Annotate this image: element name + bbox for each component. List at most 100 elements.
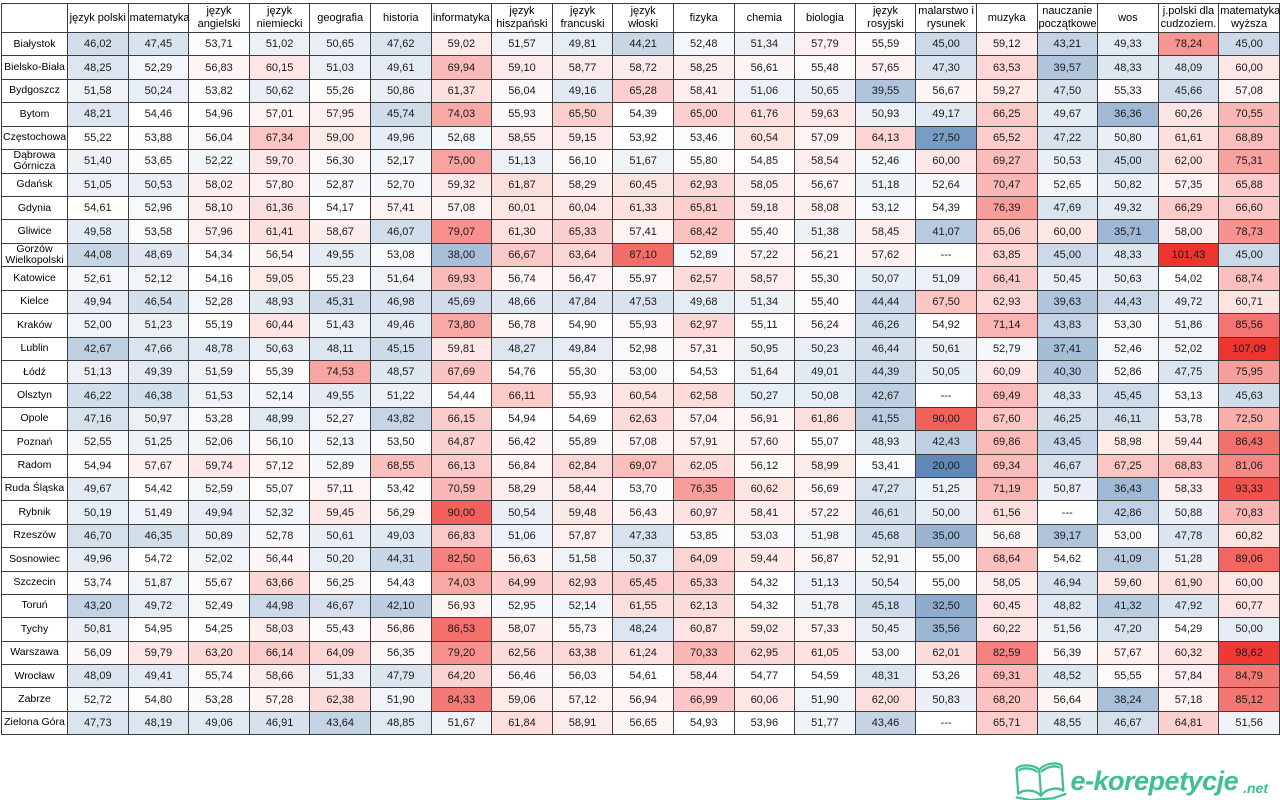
- score-cell: 79,07: [430, 219, 493, 244]
- table-row: Rybnik 50,19 51,49 49,94 52,32 59,45 56,29 90,0…: [1, 500, 1280, 525]
- score-cell: 60,00: [915, 148, 977, 174]
- score-cell: 58,77: [551, 55, 614, 80]
- score-cell: 52,17: [369, 148, 432, 174]
- score-cell: 45,18: [854, 593, 917, 619]
- score-cell: 82,59: [975, 640, 1038, 666]
- score-cell: 49,81: [551, 31, 614, 57]
- score-cell: 68,83: [1157, 453, 1220, 478]
- score-cell: 50,53: [127, 172, 190, 198]
- score-cell: 48,69: [127, 242, 190, 268]
- score-cell: 50,61: [915, 336, 977, 362]
- score-cell: 56,29: [369, 500, 432, 525]
- score-cell: 60,45: [975, 593, 1038, 619]
- open-book-icon: [1014, 762, 1066, 800]
- city-label: Łódź: [1, 359, 68, 385]
- e-korepetycje-logo[interactable]: e-korepetycje .net: [1013, 761, 1268, 800]
- score-cell: 68,89: [1218, 125, 1280, 150]
- score-cell: 46,67: [1036, 453, 1099, 478]
- score-cell: 49,33: [1097, 31, 1159, 57]
- score-cell: 57,67: [127, 453, 190, 478]
- score-cell: 54,72: [127, 547, 190, 572]
- score-cell: 57,95: [309, 102, 371, 127]
- column-header: język rosyjski: [854, 3, 917, 33]
- score-cell: 47,69: [1036, 195, 1099, 221]
- score-cell: 54,39: [612, 102, 674, 127]
- score-cell: 50,63: [1097, 266, 1159, 291]
- score-cell: 62,05: [672, 453, 735, 478]
- score-cell: 56,83: [188, 55, 250, 80]
- score-cell: 58,29: [491, 476, 553, 502]
- score-cell: 48,52: [1036, 664, 1099, 689]
- score-cell: 78,73: [1218, 219, 1280, 244]
- score-cell: 52,02: [1157, 336, 1220, 362]
- score-cell: 57,41: [369, 195, 432, 221]
- score-cell: 51,78: [794, 593, 856, 619]
- score-cell: 51,13: [491, 148, 553, 174]
- score-cell: 39,57: [1036, 55, 1099, 80]
- score-cell: 57,62: [854, 242, 917, 268]
- score-cell: 63,20: [188, 640, 250, 666]
- score-cell: 54,61: [67, 195, 129, 221]
- score-cell: 51,13: [794, 570, 856, 595]
- score-cell: 55,97: [612, 266, 674, 291]
- score-cell: 52,29: [127, 55, 190, 80]
- score-cell: 58,10: [188, 195, 250, 221]
- score-cell: 48,93: [248, 289, 311, 315]
- score-cell: 59,74: [188, 453, 250, 478]
- score-cell: 46,07: [369, 219, 432, 244]
- score-cell: 50,00: [1218, 617, 1280, 642]
- score-cell: 85,56: [1218, 313, 1280, 338]
- score-cell: 54,76: [491, 359, 553, 385]
- score-cell: 55,19: [188, 313, 250, 338]
- score-cell: 56,69: [794, 476, 856, 502]
- city-label: Kraków: [1, 313, 68, 338]
- score-cell: 51,49: [127, 500, 190, 525]
- score-cell: 51,06: [491, 523, 553, 549]
- score-cell: 60,32: [1157, 640, 1220, 666]
- score-cell: 51,90: [794, 687, 856, 712]
- score-cell: 52,00: [67, 313, 129, 338]
- score-cell: 75,95: [1218, 359, 1280, 385]
- column-header: matematyka wyższa: [1218, 3, 1280, 33]
- score-cell: 48,21: [67, 102, 129, 127]
- score-cell: 69,86: [975, 430, 1038, 455]
- score-cell: 47,20: [1097, 617, 1159, 642]
- score-cell: 60,00: [1218, 570, 1280, 595]
- score-cell: 54,32: [733, 593, 796, 619]
- column-header: malarstwo i rysunek: [915, 3, 977, 33]
- score-cell: 45,00: [915, 31, 977, 57]
- score-cell: 49,96: [67, 547, 129, 572]
- score-cell: 54,29: [1157, 617, 1220, 642]
- score-cell: 52,49: [188, 593, 250, 619]
- score-cell: 47,22: [1036, 125, 1099, 150]
- score-cell: 62,93: [672, 172, 735, 198]
- score-cell: 53,78: [1157, 406, 1220, 432]
- score-cell: 56,44: [248, 547, 311, 572]
- score-cell: 51,58: [67, 78, 129, 104]
- city-label: Gdańsk: [1, 172, 68, 198]
- score-cell: 50,87: [1036, 476, 1099, 502]
- score-cell: 45,66: [1157, 78, 1220, 104]
- score-cell: 49,01: [794, 359, 856, 385]
- score-cell: 107,09: [1218, 336, 1280, 362]
- score-cell: 51,02: [248, 31, 311, 57]
- score-cell: 49,94: [188, 500, 250, 525]
- table-row: Radom 54,94 57,67 59,74 57,12 52,89 68,55 66,13…: [1, 453, 1280, 478]
- score-cell: 78,24: [1157, 31, 1220, 57]
- score-cell: 53,12: [854, 195, 917, 221]
- table-row: Poznań 52,55 51,25 52,06 56,10 52,13 53,50 64,8…: [1, 430, 1280, 455]
- score-cell: 61,36: [248, 195, 311, 221]
- score-cell: 43,64: [309, 710, 371, 736]
- score-cell: 64,13: [854, 125, 917, 150]
- score-cell: 55,26: [309, 78, 371, 104]
- score-cell: 49,67: [67, 476, 129, 502]
- score-cell: 53,26: [915, 664, 977, 689]
- table-row: Warszawa 56,09 59,79 63,20 66,14 64,09 56,35 79…: [1, 640, 1280, 666]
- score-cell: 62,84: [551, 453, 614, 478]
- score-cell: 58,29: [551, 172, 614, 198]
- score-cell: 61,24: [612, 640, 674, 666]
- score-cell: 51,18: [854, 172, 917, 198]
- score-cell: 54,59: [794, 664, 856, 689]
- score-cell: 50,54: [491, 500, 553, 525]
- score-cell: 43,82: [369, 406, 432, 432]
